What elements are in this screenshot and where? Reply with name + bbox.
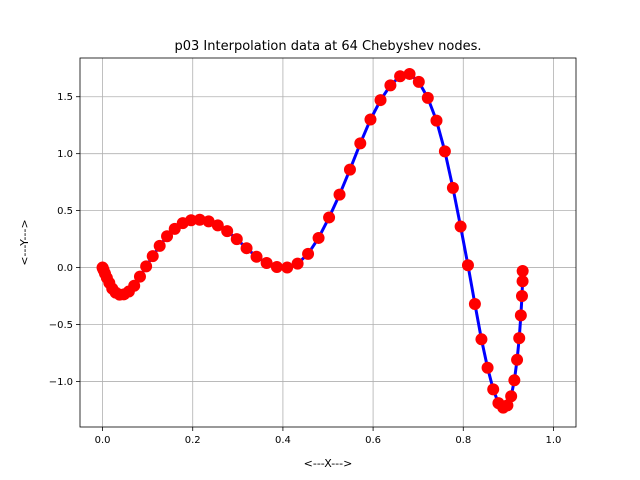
- y-tick-label: 1.0: [57, 149, 73, 160]
- x-tick-label: 0.2: [185, 435, 201, 446]
- data-point: [513, 332, 526, 345]
- data-point: [511, 353, 524, 366]
- data-point: [394, 70, 407, 83]
- data-point: [516, 275, 529, 288]
- data-point: [250, 250, 263, 263]
- data-point: [323, 211, 336, 224]
- data-point: [412, 75, 425, 88]
- data-point: [153, 239, 166, 252]
- y-tick-label: −0.5: [49, 320, 73, 331]
- data-point: [403, 67, 416, 80]
- axis-ticks: 0.0 0.2 0.4 0.6 0.8 1.0 −1.0 −0.5 0.0 0.5 1.0 1.5: [49, 92, 562, 446]
- data-point: [516, 264, 529, 277]
- y-tick-label: 0.0: [57, 263, 73, 274]
- data-point: [446, 181, 459, 194]
- y-tick-label: 1.5: [57, 92, 73, 103]
- data-point: [211, 219, 224, 232]
- data-point: [202, 215, 215, 228]
- data-point: [221, 225, 234, 238]
- data-point: [421, 91, 434, 104]
- data-point: [240, 242, 253, 255]
- data-point: [430, 114, 443, 127]
- x-tick-label: 0.0: [95, 435, 111, 446]
- x-tick-label: 0.6: [365, 435, 381, 446]
- data-point: [230, 233, 243, 246]
- data-point: [128, 279, 141, 292]
- data-point: [146, 250, 159, 263]
- data-point: [291, 257, 304, 270]
- data-point: [481, 361, 494, 374]
- y-tick-label: −1.0: [49, 377, 73, 388]
- plot-frame: [79, 57, 577, 428]
- data-point: [384, 79, 397, 92]
- data-point: [514, 309, 527, 322]
- y-tick-label: 0.5: [57, 206, 73, 217]
- data-point: [343, 163, 356, 176]
- data-point: [193, 213, 206, 226]
- plot-data: [96, 67, 529, 414]
- data-point: [468, 298, 481, 310]
- data-point: [281, 261, 294, 274]
- data-point: [260, 257, 273, 269]
- data-point: [364, 113, 377, 126]
- data-point: [333, 188, 346, 201]
- data-point: [475, 333, 488, 346]
- data-point: [438, 145, 451, 158]
- data-point: [312, 231, 325, 244]
- data-point: [454, 220, 467, 233]
- x-axis-label: <---X--->: [304, 457, 353, 470]
- data-point: [461, 259, 474, 272]
- data-point: [140, 260, 153, 273]
- data-point: [487, 383, 500, 396]
- data-point: [505, 390, 518, 403]
- data-point: [133, 270, 146, 283]
- data-point: [270, 260, 283, 273]
- x-tick-label: 0.4: [275, 435, 291, 446]
- grid: [80, 58, 576, 427]
- data-point: [161, 230, 174, 243]
- data-point: [374, 94, 387, 107]
- data-point: [185, 214, 198, 227]
- data-point: [508, 374, 521, 387]
- chart-title: p03 Interpolation data at 64 Chebyshev n…: [175, 39, 482, 54]
- data-point: [515, 290, 528, 303]
- data-point: [302, 247, 315, 260]
- y-axis-label: <---Y--->: [18, 219, 31, 265]
- x-tick-label: 0.8: [455, 435, 471, 446]
- x-tick-label: 1.0: [546, 435, 562, 446]
- data-point: [501, 399, 514, 412]
- data-point: [354, 137, 367, 150]
